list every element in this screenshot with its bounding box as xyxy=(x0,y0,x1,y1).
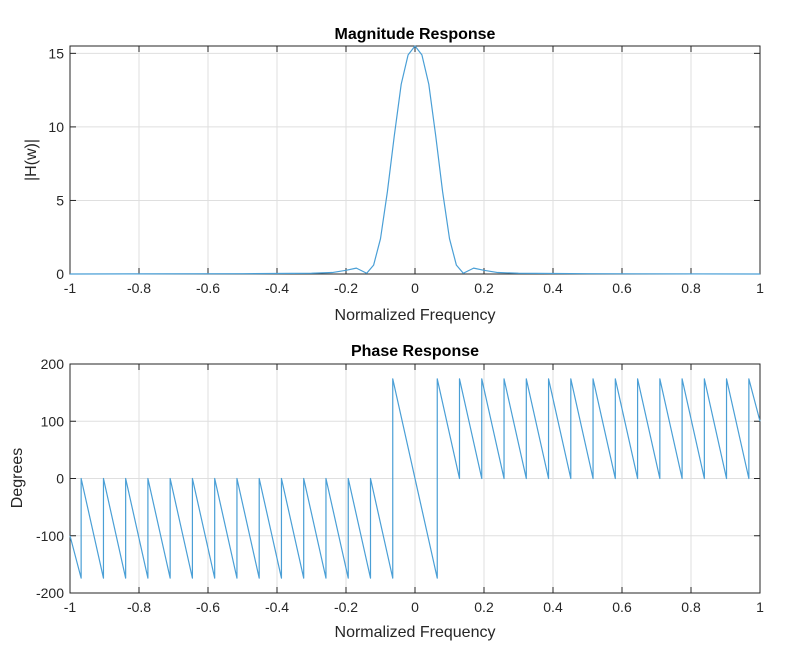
axes-frame xyxy=(69,363,761,594)
x-tick-label: 0.6 xyxy=(612,599,632,615)
phase-title: Phase Response xyxy=(351,343,479,360)
x-tick-label: 0.2 xyxy=(474,599,494,615)
x-tick-label: 0.2 xyxy=(474,280,494,296)
x-tick-label: 1 xyxy=(756,599,764,615)
series-line xyxy=(69,378,761,579)
x-tick-label: -1 xyxy=(64,599,77,615)
x-tick-label: -0.8 xyxy=(127,599,151,615)
x-tick-label: -0.6 xyxy=(196,599,220,615)
x-tick-label: 0 xyxy=(411,599,419,615)
phase-ylabel: Degrees xyxy=(9,448,26,508)
phase-plot: -1 -0.8 -0.6 -0.4 -0.2 0 0.2 0.4 0.6 0.8 1 -200 -100… xyxy=(9,343,764,641)
x-tick-label: 0.4 xyxy=(543,280,563,296)
phase-ticks: -1 -0.8 -0.6 -0.4 -0.2 0 0.2 0.4 0.6 0.8 1 -200 -100… xyxy=(36,356,764,615)
x-tick-label: -1 xyxy=(64,280,77,296)
x-tick-label: -0.4 xyxy=(265,599,289,615)
y-tick-label: -100 xyxy=(36,528,64,544)
x-tick-label: 0.4 xyxy=(543,599,563,615)
y-tick-label: -200 xyxy=(36,585,64,601)
x-tick-label: 0 xyxy=(411,280,419,296)
y-tick-label: 15 xyxy=(48,45,64,61)
x-tick-label: 0.8 xyxy=(681,280,701,296)
series-line xyxy=(69,45,761,275)
phase-xlabel: Normalized Frequency xyxy=(335,624,496,641)
y-tick-label: 200 xyxy=(41,356,65,372)
magnitude-xlabel: Normalized Frequency xyxy=(335,307,496,324)
magnitude-ylabel: |H(w)| xyxy=(23,139,40,181)
y-tick-label: 5 xyxy=(56,192,64,208)
x-tick-label: -0.6 xyxy=(196,280,220,296)
x-tick-label: 0.6 xyxy=(612,280,632,296)
y-tick-label: 0 xyxy=(56,471,64,487)
x-tick-label: 1 xyxy=(756,280,764,296)
magnitude-series xyxy=(69,45,761,275)
y-tick-label: 0 xyxy=(56,266,64,282)
x-tick-label: -0.2 xyxy=(334,599,358,615)
x-tick-label: -0.4 xyxy=(265,280,289,296)
y-tick-label: 10 xyxy=(48,119,64,135)
y-tick-label: 100 xyxy=(41,413,65,429)
x-tick-label: -0.8 xyxy=(127,280,151,296)
magnitude-title: Magnitude Response xyxy=(335,26,496,43)
x-tick-label: 0.8 xyxy=(681,599,701,615)
phase-series xyxy=(69,378,761,579)
x-tick-label: -0.2 xyxy=(334,280,358,296)
